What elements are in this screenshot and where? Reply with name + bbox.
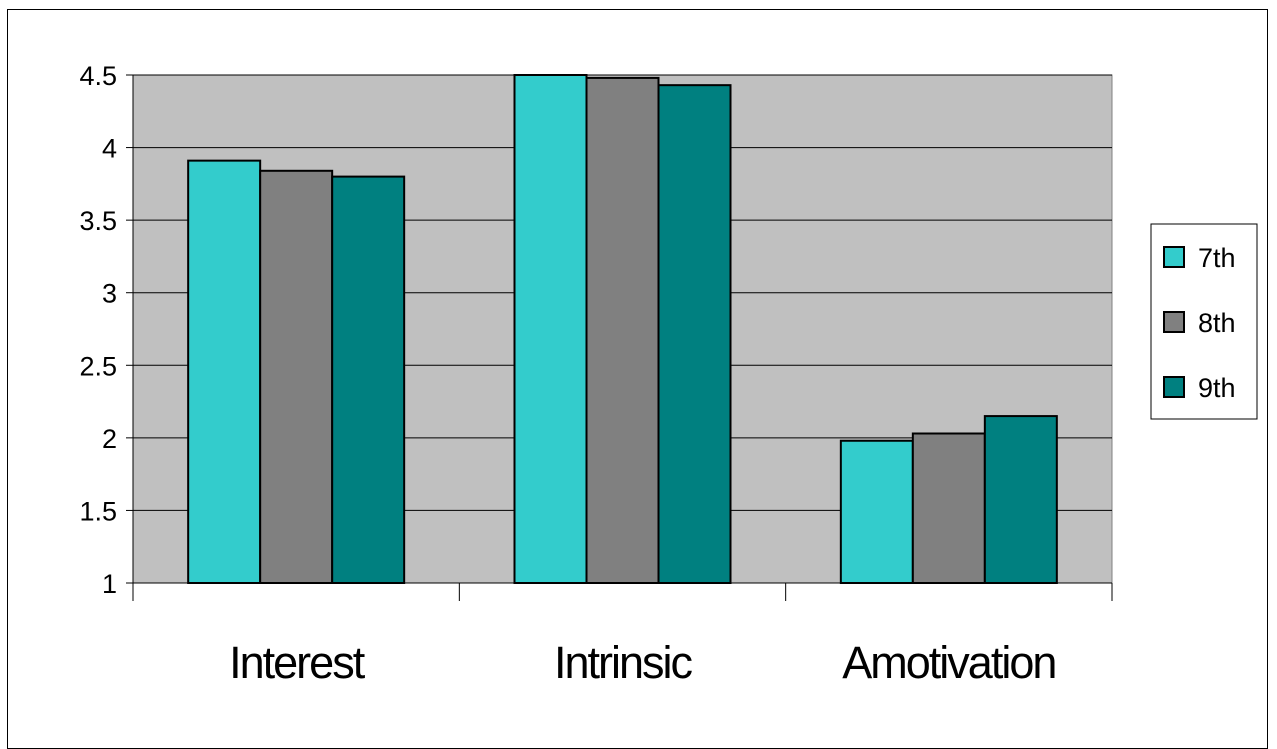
bar-9th-intrinsic	[657, 84, 732, 584]
category-label: Amotivation	[842, 637, 1055, 688]
legend-label: 7th	[1198, 243, 1236, 273]
bar-chart: 1 1.5 2 2.5 3 3.5 4 4.5 Interest Intrinsic Amotiv…	[79, 61, 1258, 688]
bar-8th-interest	[259, 169, 334, 584]
legend-label: 9th	[1198, 373, 1236, 403]
bars	[187, 74, 1058, 585]
bar-7th-interest	[187, 159, 262, 585]
category-label: Intrinsic	[554, 637, 693, 688]
y-tick-label: 1.5	[79, 496, 117, 526]
bar-7th-amotivation	[839, 439, 914, 585]
y-tick-label: 2.5	[79, 351, 117, 381]
legend-swatch	[1163, 376, 1185, 398]
category-label: Interest	[229, 637, 366, 688]
y-tick-label: 4.5	[79, 61, 117, 91]
y-tick-label: 2	[102, 424, 117, 454]
y-tick-label: 3.5	[79, 206, 117, 236]
category-labels: Interest Intrinsic Amotivation	[229, 637, 1057, 688]
bar-9th-interest	[331, 175, 406, 584]
axes	[126, 74, 1113, 601]
y-tick-label: 4	[102, 134, 117, 164]
legend-label: 8th	[1198, 308, 1236, 338]
legend-swatch	[1163, 311, 1185, 333]
legend: 7th 8th 9th	[1150, 223, 1258, 420]
bar-9th-amotivation	[983, 415, 1058, 585]
y-tick-label: 1	[102, 569, 117, 599]
y-tick-label: 3	[102, 279, 117, 309]
legend-swatch	[1163, 246, 1185, 268]
bar-8th-intrinsic	[585, 76, 660, 584]
bar-8th-amotivation	[911, 432, 986, 585]
y-tick-labels: 1 1.5 2 2.5 3 3.5 4 4.5	[79, 61, 117, 599]
bar-7th-intrinsic	[513, 74, 588, 584]
